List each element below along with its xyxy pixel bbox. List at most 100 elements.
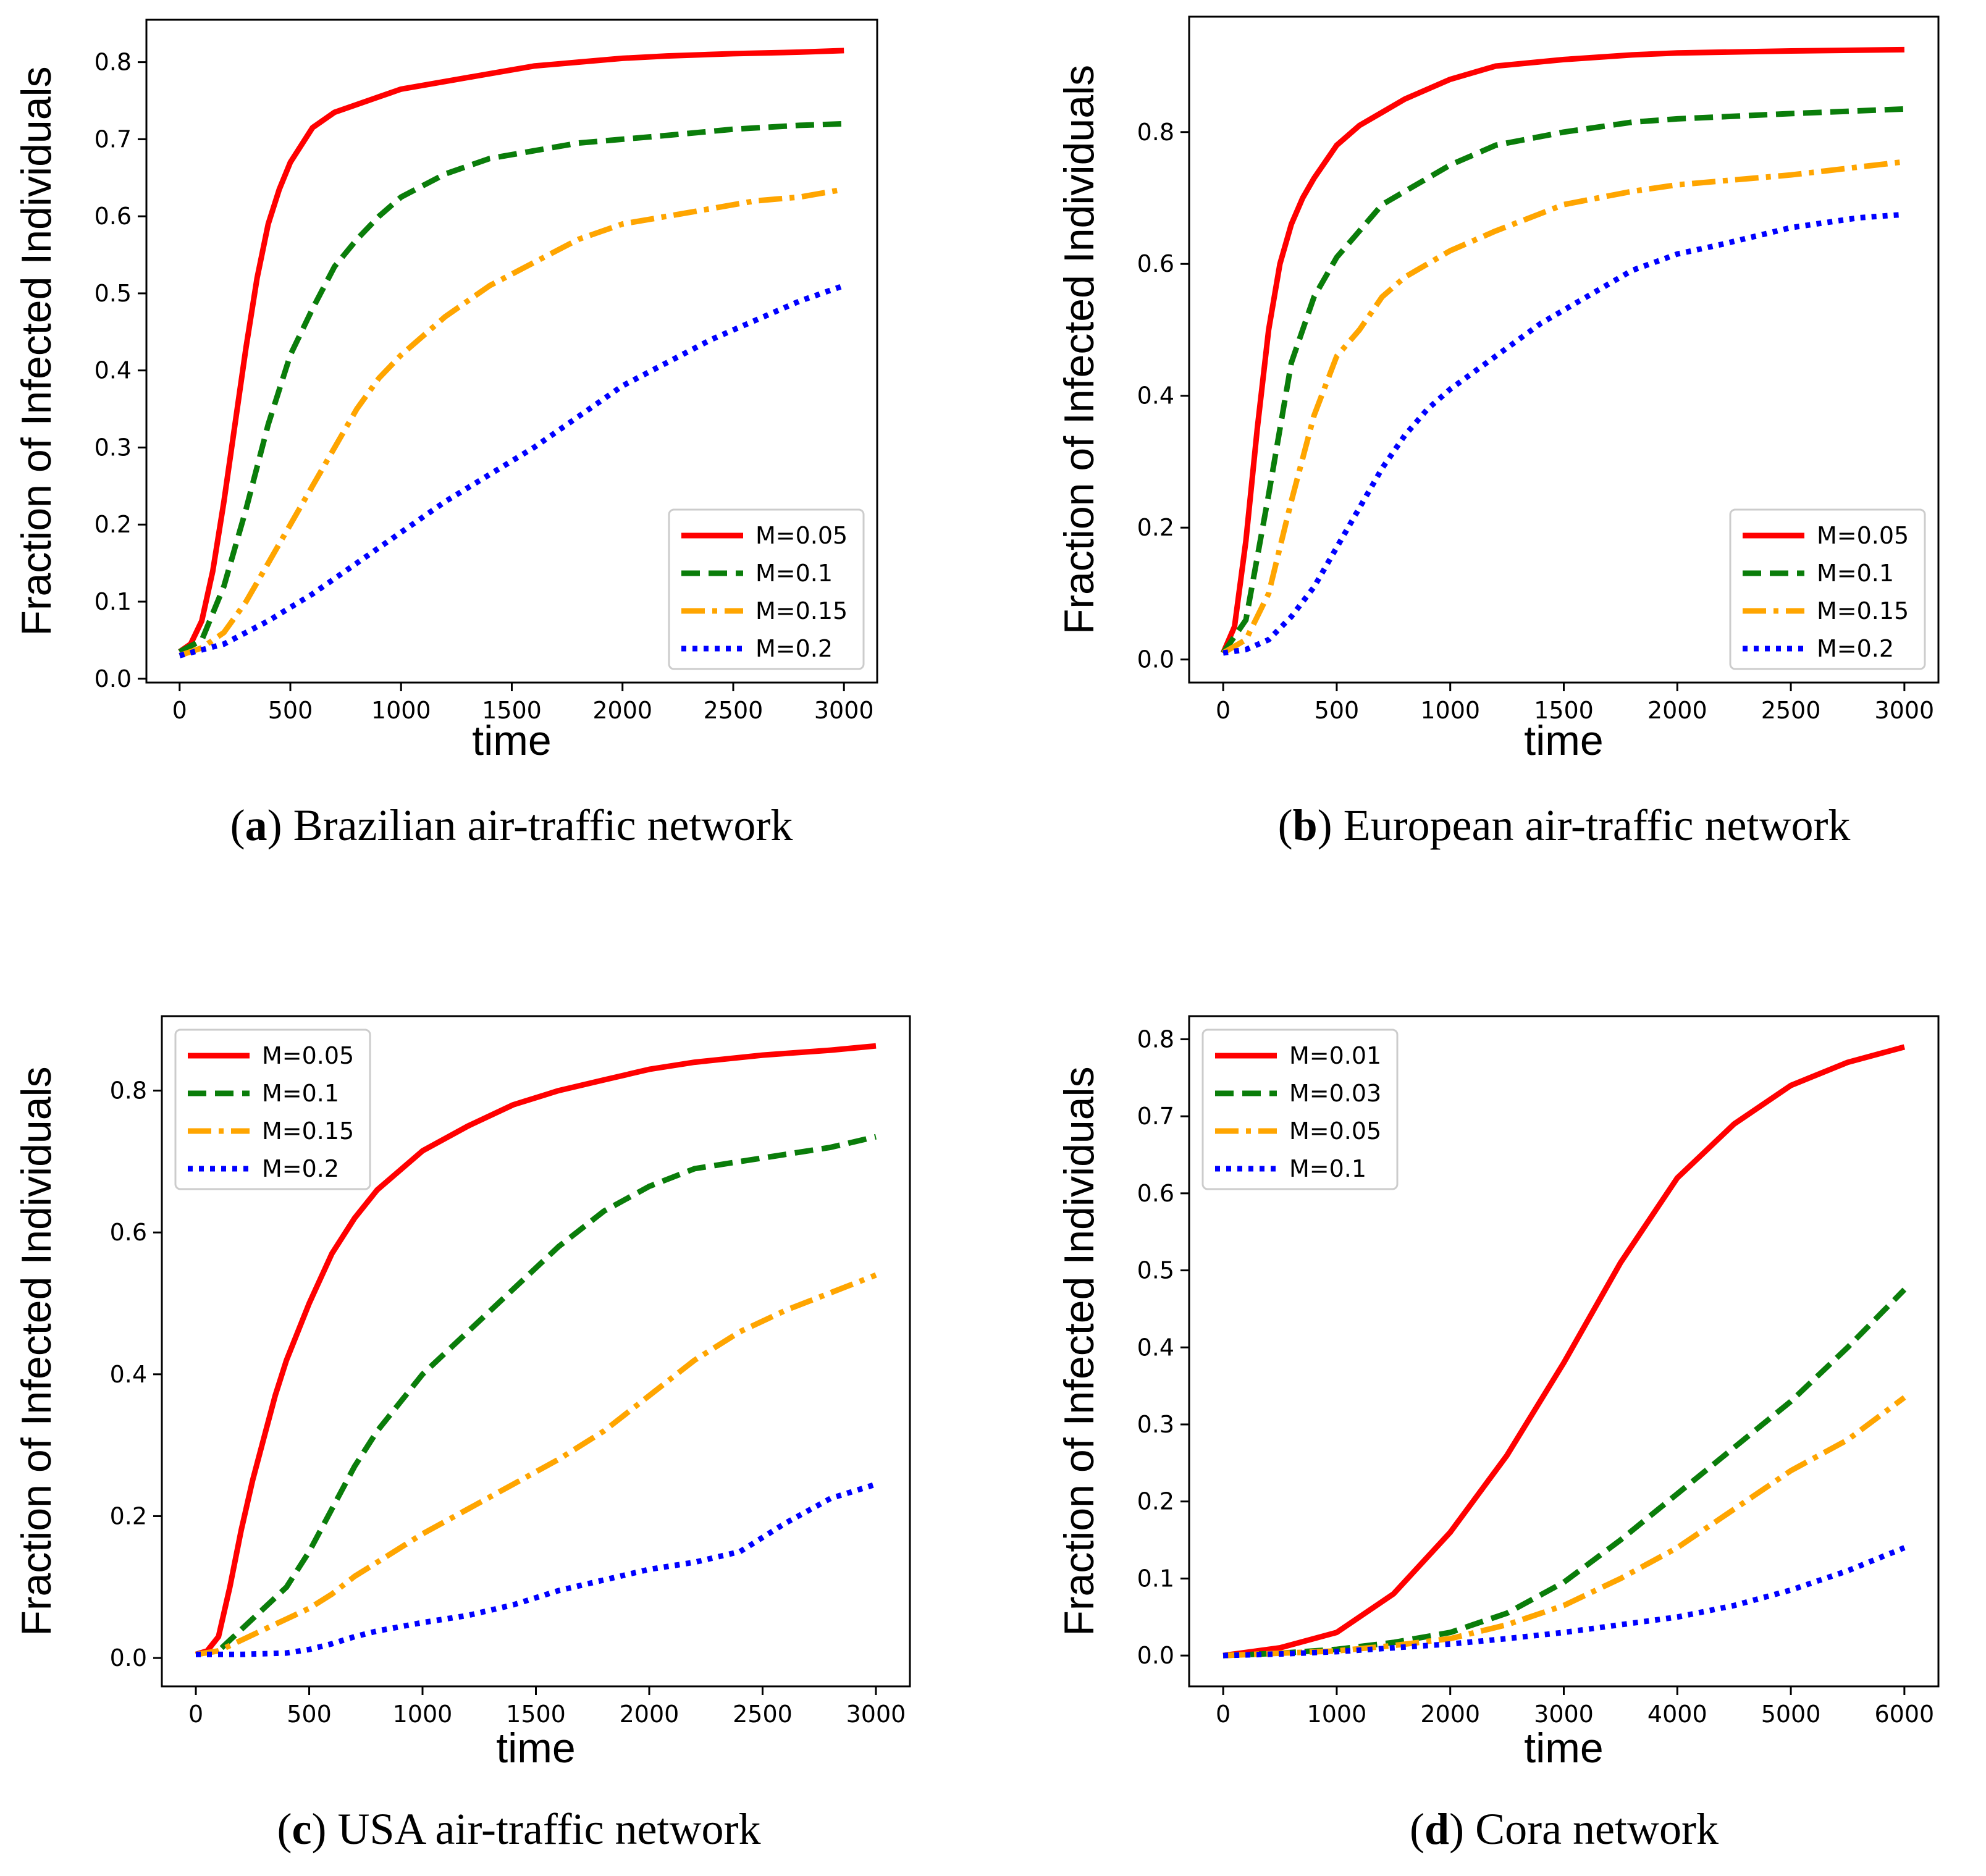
y-tick-label: 0.6 <box>95 203 132 230</box>
series-line-M=0.15 <box>1221 159 1905 655</box>
y-axis-label: Fraction of Infected Individuals <box>13 1066 60 1636</box>
y-tick-label: 0.5 <box>95 280 132 307</box>
x-tick-label: 1000 <box>1420 697 1480 724</box>
x-tick-label: 1000 <box>1307 1701 1367 1728</box>
caption-text: USA air-traffic network <box>337 1804 760 1854</box>
x-tick-label: 3000 <box>1875 697 1935 724</box>
panel-c: 0 500 1000 1500 2000 2500 3000 0.0 0.2 0.4 0.6 0.8 t… <box>13 1015 911 1854</box>
caption: (a) Brazilian air-traffic network <box>230 801 793 850</box>
legend-label: M=0.03 <box>1289 1080 1381 1107</box>
legend-label: M=0.05 <box>262 1042 354 1069</box>
y-tick-label: 0.7 <box>1137 1103 1174 1130</box>
caption-paren-open: ( <box>230 801 245 850</box>
series-line-M=0.03 <box>1222 1287 1907 1659</box>
y-axis-label: Fraction of Infected Individuals <box>13 66 60 636</box>
legend-label: M=0.1 <box>1817 560 1894 587</box>
y-tick-label: 0.6 <box>1137 1180 1174 1207</box>
caption-letter: d <box>1424 1804 1449 1854</box>
y-tick-label: 0.0 <box>110 1644 147 1672</box>
x-tick-label: 2500 <box>733 1701 793 1728</box>
y-axis-label: Fraction of Infected Individuals <box>1056 65 1103 634</box>
y-tick-label: 0.3 <box>1137 1411 1174 1438</box>
x-tick-label: 0 <box>1216 1701 1231 1728</box>
y-tick-label: 0.2 <box>110 1502 147 1529</box>
legend: M=0.05 M=0.1 M=0.15 M=0.2 <box>1729 508 1926 670</box>
x-axis-label: time <box>472 717 551 764</box>
y-tick-label: 0.8 <box>110 1077 147 1104</box>
x-tick-label: 2000 <box>592 697 652 724</box>
x-tick-label: 0 <box>172 697 187 724</box>
series-line-M=0.15 <box>195 1272 877 1657</box>
y-tick-label: 0.5 <box>1137 1257 1174 1284</box>
y-tick-label: 0.4 <box>1137 1334 1174 1361</box>
y-tick-label: 0.2 <box>1137 514 1174 541</box>
x-tick-label: 1500 <box>1534 697 1594 724</box>
x-axis-label: time <box>1524 717 1603 764</box>
y-tick-label: 0.3 <box>95 434 132 461</box>
legend: M=0.05 M=0.1 M=0.15 M=0.2 <box>668 508 865 670</box>
caption-letter: a <box>245 801 267 850</box>
x-tick-label: 1500 <box>482 697 542 724</box>
series-line-M=0.01 <box>1222 1044 1906 1659</box>
series-line-M=0.15 <box>179 187 844 658</box>
legend-label: M=0.15 <box>1817 597 1909 625</box>
x-tick-label: 5000 <box>1761 1701 1821 1728</box>
panel-d: 0 1000 2000 3000 4000 5000 6000 0.0 0.1 0.2 0.3 0.4… <box>1056 1015 1940 1854</box>
caption: (b) European air-traffic network <box>1278 801 1851 850</box>
legend-box <box>1201 1028 1399 1190</box>
x-tick-label: 500 <box>1315 697 1360 724</box>
legend-label: M=0.01 <box>1289 1042 1381 1069</box>
caption-paren-open: ( <box>277 1804 292 1854</box>
caption-text: Brazilian air-traffic network <box>293 801 793 850</box>
x-tick-label: 1000 <box>393 1701 453 1728</box>
caption-letter: c <box>292 1804 312 1854</box>
legend-label: M=0.1 <box>262 1080 339 1107</box>
series-line-M=0.05 <box>1222 1395 1906 1659</box>
y-tick-label: 0.0 <box>1137 646 1174 673</box>
caption-paren-close: ) <box>311 1804 337 1854</box>
caption-paren-open: ( <box>1410 1804 1424 1854</box>
legend-box <box>668 508 865 670</box>
legend-label: M=0.05 <box>755 522 848 549</box>
caption-paren-close: ) <box>1318 801 1344 850</box>
caption-paren-close: ) <box>1449 1804 1475 1854</box>
x-axis-label: time <box>496 1725 575 1772</box>
x-tick-label: 1000 <box>371 697 431 724</box>
series-line-M=0.2 <box>179 283 845 658</box>
panel-a: 0 500 1000 1500 2000 2500 3000 0.0 0.1 0.2 0.3 0.4 0… <box>13 19 878 850</box>
series-line-M=0.05 <box>1220 46 1904 654</box>
y-tick-label: 0.0 <box>1137 1642 1174 1669</box>
x-tick-label: 2000 <box>1420 1701 1480 1728</box>
panel-b: 0 500 1000 1500 2000 2500 3000 0.0 0.2 0.4 0.6 0.8 t… <box>1056 15 1940 850</box>
y-axis-label: Fraction of Infected Individuals <box>1056 1066 1103 1636</box>
caption-text: European air-traffic network <box>1344 801 1851 850</box>
x-tick-label: 3000 <box>846 1701 906 1728</box>
caption-paren-close: ) <box>267 801 293 850</box>
series-line-M=0.1 <box>1221 106 1905 655</box>
series-line-M=0.05 <box>178 48 844 654</box>
legend-label: M=0.05 <box>1817 522 1909 549</box>
series-line-M=0.1 <box>195 1134 877 1657</box>
y-tick-label: 0.2 <box>95 511 132 538</box>
legend-label: M=0.1 <box>755 560 833 587</box>
legend-box <box>174 1028 371 1190</box>
legend-label: M=0.05 <box>1289 1117 1381 1145</box>
y-tick-label: 0.8 <box>95 49 132 76</box>
x-tick-label: 1500 <box>506 1701 566 1728</box>
legend-label: M=0.1 <box>1289 1155 1366 1182</box>
x-tick-label: 500 <box>287 1701 332 1728</box>
y-tick-label: 0.6 <box>1137 250 1174 277</box>
series-line-M=0.1 <box>178 120 844 655</box>
y-tick-label: 0.4 <box>95 357 132 384</box>
series-line-M=0.05 <box>195 1043 877 1657</box>
series-line-M=0.1 <box>1222 1545 1906 1659</box>
x-axis-label: time <box>1524 1725 1603 1772</box>
y-tick-label: 0.4 <box>1137 382 1174 410</box>
legend-label: M=0.15 <box>262 1117 354 1145</box>
y-tick-label: 0.1 <box>95 588 132 615</box>
x-tick-label: 3000 <box>814 697 874 724</box>
legend-label: M=0.2 <box>262 1155 339 1182</box>
x-tick-label: 2000 <box>620 1701 680 1728</box>
caption-text: Cora network <box>1475 1804 1719 1854</box>
